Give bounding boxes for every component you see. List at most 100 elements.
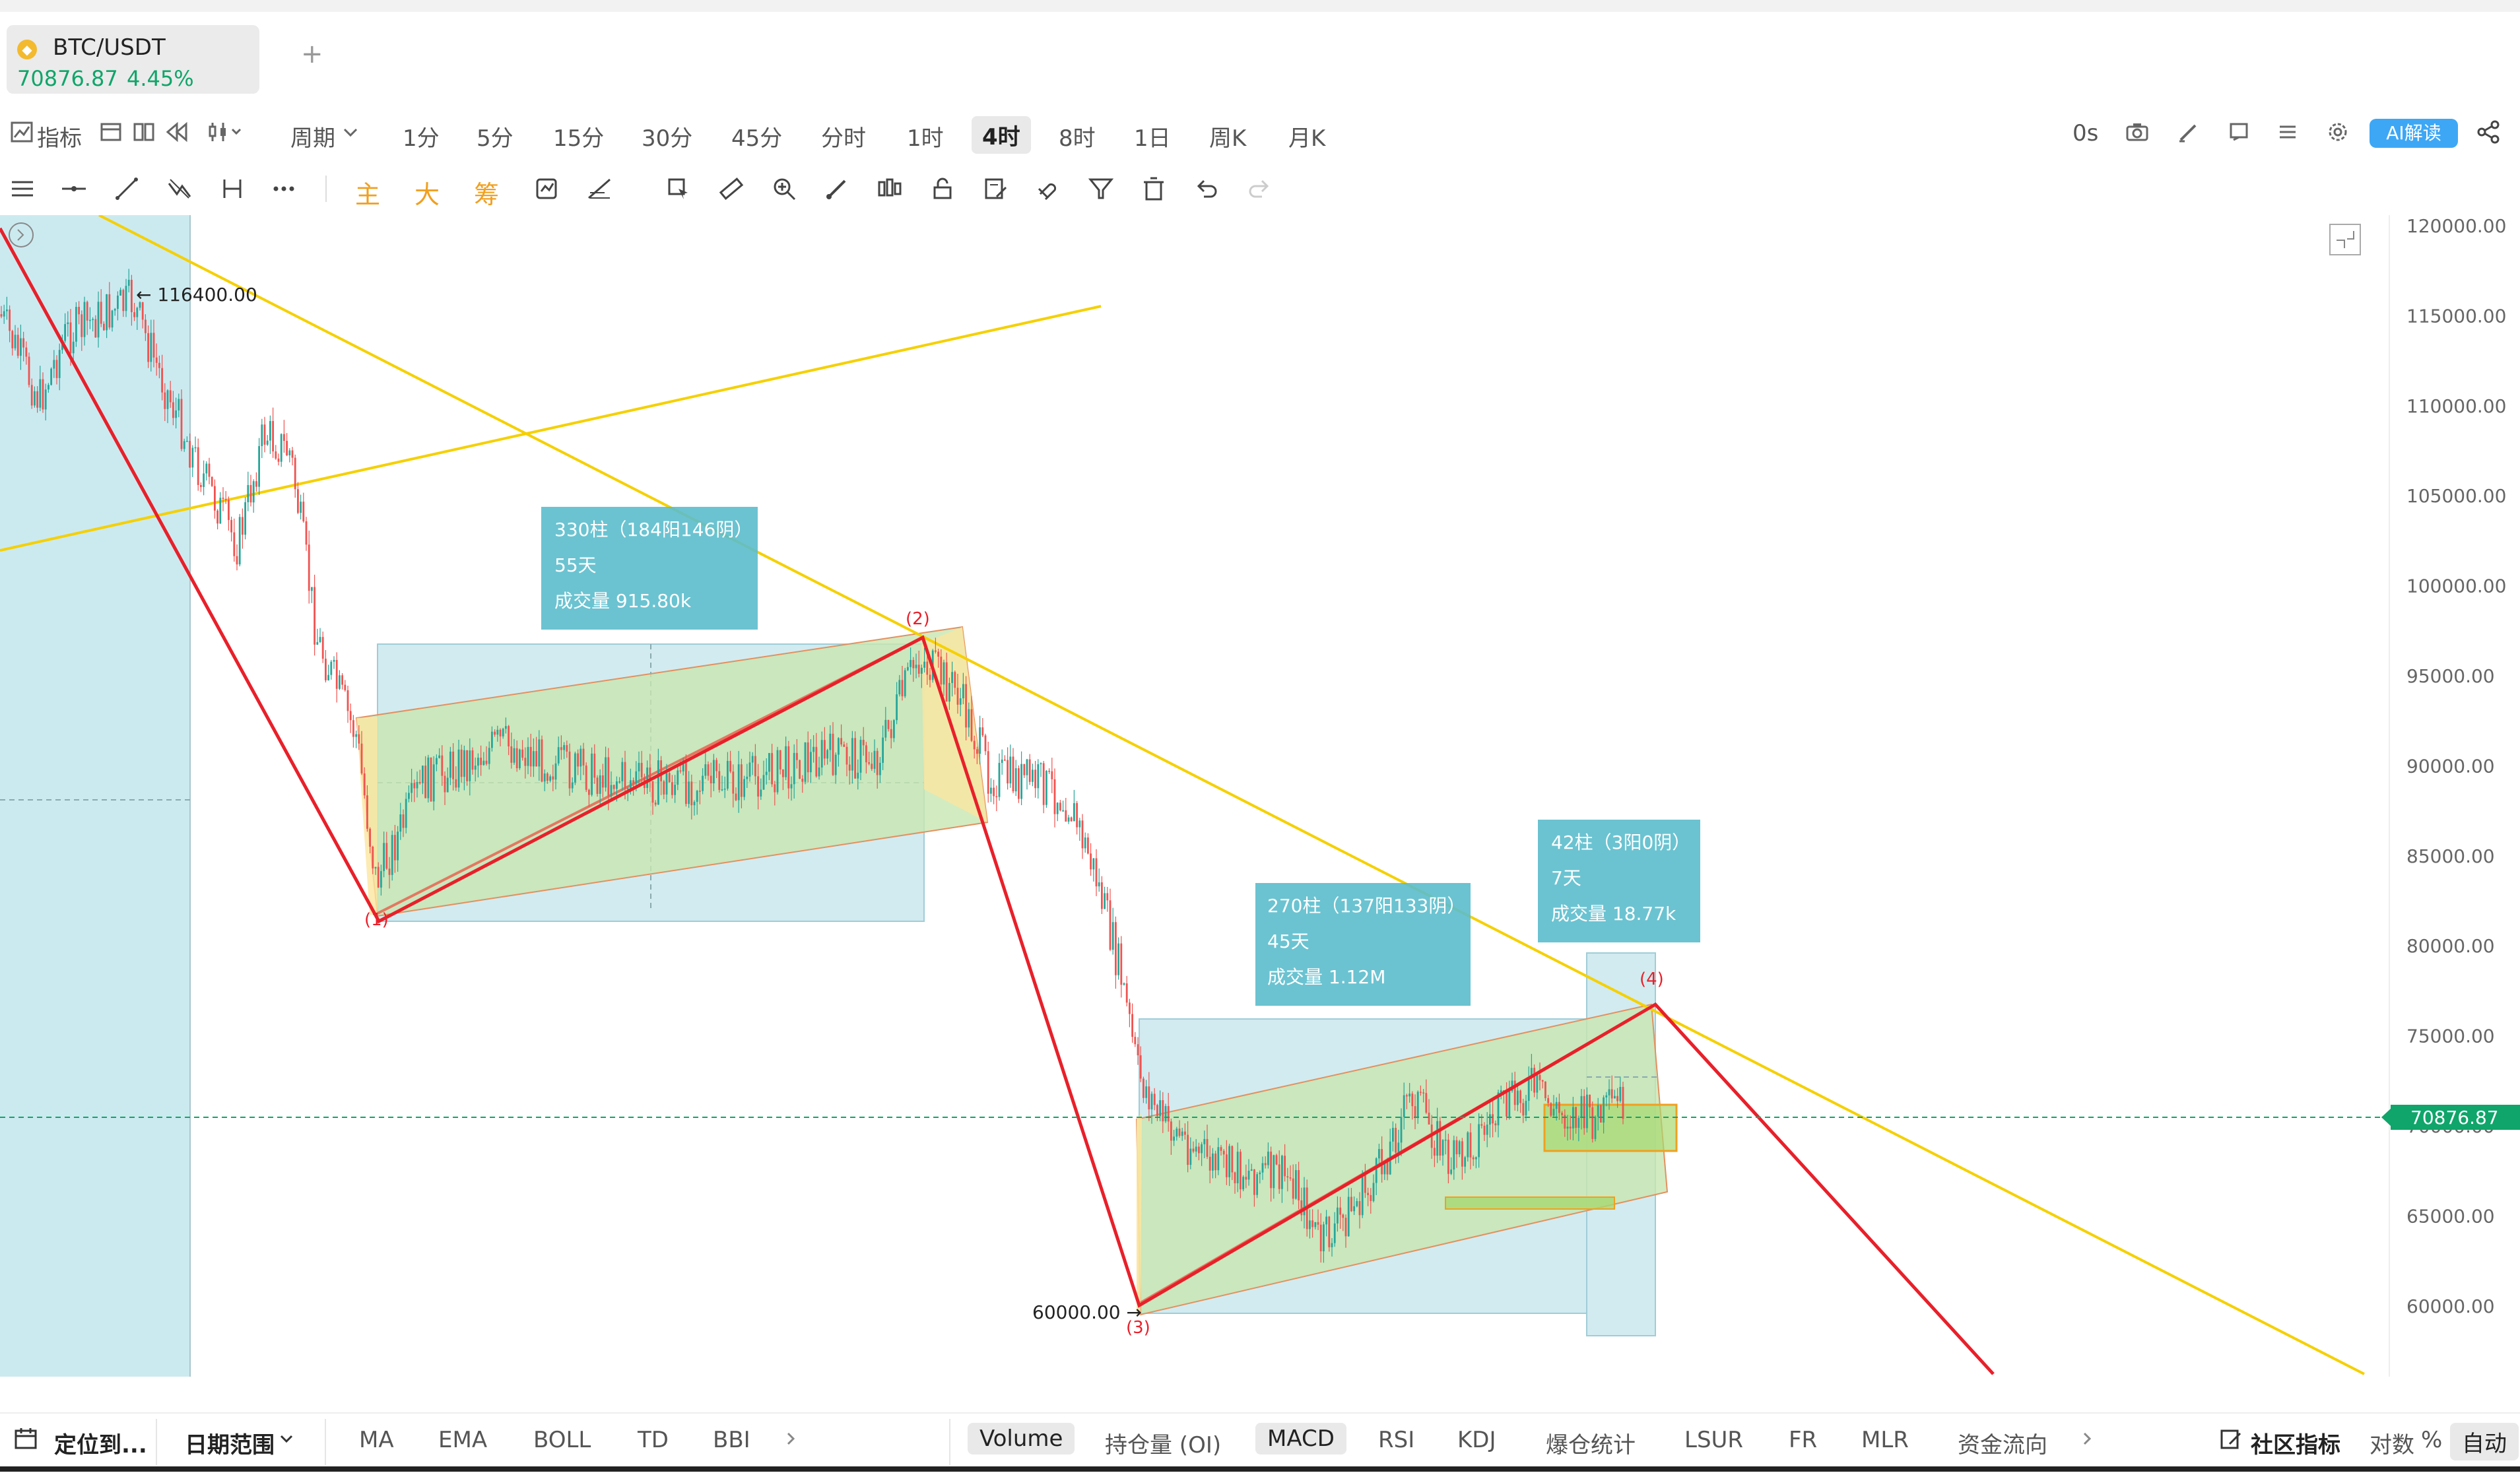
candle-body <box>577 753 579 767</box>
chevron-right-icon[interactable] <box>781 1429 800 1448</box>
tf-30m[interactable]: 30分 <box>642 125 693 152</box>
ruler-icon[interactable] <box>717 174 746 203</box>
chart-type-candle-icon[interactable] <box>206 119 243 145</box>
menu-icon[interactable] <box>8 174 37 203</box>
calendar-locate-icon[interactable] <box>12 1424 41 1453</box>
indicator-td[interactable]: TD <box>638 1427 669 1453</box>
fullscreen-icon[interactable] <box>2329 224 2361 255</box>
indicator-lsur[interactable]: LSUR <box>1684 1427 1744 1453</box>
symbol-tab[interactable] <box>7 25 259 94</box>
annotation-box-3[interactable]: 42柱（3阳0阴） 7天 成交量 18.77k <box>1538 820 1700 942</box>
settings-gear-icon[interactable] <box>2325 119 2351 145</box>
indicator-ema[interactable]: EMA <box>438 1427 488 1453</box>
filter-icon[interactable] <box>1086 174 1115 203</box>
layout-icon[interactable] <box>131 119 157 145</box>
candle-body <box>469 750 471 781</box>
indicator-fr[interactable]: FR <box>1789 1427 1818 1453</box>
tf-1m[interactable]: 1分 <box>403 125 440 152</box>
down-trendline[interactable] <box>98 215 2365 1375</box>
pencil-icon[interactable] <box>2175 119 2202 145</box>
candle-body <box>887 719 890 729</box>
range-measure-icon[interactable] <box>218 174 247 203</box>
candle-body <box>768 753 770 772</box>
candles-icon[interactable] <box>875 174 904 203</box>
indicator-mlr[interactable]: MLR <box>1861 1427 1909 1453</box>
indicator-volume[interactable]: Volume <box>968 1423 1075 1455</box>
indicator-button[interactable]: 指标 <box>37 125 82 152</box>
tf-timeshare[interactable]: 分时 <box>821 125 866 152</box>
alert-icon[interactable] <box>2226 119 2252 145</box>
up-trendline[interactable] <box>0 305 1102 552</box>
elliott-wave-line[interactable] <box>0 227 1995 1375</box>
brush-icon[interactable] <box>822 174 851 203</box>
indicator-kdj[interactable]: KDJ <box>1457 1427 1496 1453</box>
support-zone-box[interactable] <box>1445 1196 1615 1210</box>
candle-body <box>1464 1157 1466 1167</box>
tf-1h[interactable]: 1时 <box>907 125 944 152</box>
percent-scale-toggle[interactable]: % <box>2421 1427 2443 1453</box>
indicator-macd[interactable]: MACD <box>1255 1423 1346 1455</box>
tf-5m[interactable]: 5分 <box>477 125 514 152</box>
locate-button[interactable]: 定位到... <box>54 1432 147 1458</box>
community-indicator-button[interactable]: 社区指标 <box>2251 1432 2340 1458</box>
redo-icon[interactable] <box>1245 174 1274 203</box>
indicator-rsi[interactable]: RSI <box>1378 1427 1415 1453</box>
candle-body <box>1245 1177 1247 1180</box>
tf-1d[interactable]: 1日 <box>1134 125 1171 152</box>
list-icon[interactable] <box>2274 119 2301 145</box>
candle-body <box>677 770 679 785</box>
collapse-circle-icon[interactable] <box>9 222 34 247</box>
tf-15m[interactable]: 15分 <box>553 125 605 152</box>
sync-icon[interactable] <box>532 174 561 203</box>
big-order-button[interactable]: 大 <box>414 180 440 209</box>
log-scale-toggle[interactable]: 对数 <box>2370 1432 2414 1458</box>
undo-icon[interactable] <box>1192 174 1221 203</box>
tf-45m[interactable]: 45分 <box>731 125 783 152</box>
community-edit-icon[interactable] <box>2218 1425 2244 1452</box>
price-chart[interactable]: (1) (2) (3) (4) ← 116400.00 60000.00 → 3… <box>0 215 2520 1377</box>
select-cursor-icon[interactable] <box>664 174 693 203</box>
indicator-ma[interactable]: MA <box>359 1427 394 1453</box>
trash-icon[interactable] <box>1139 174 1168 203</box>
tf-1mo[interactable]: 月K <box>1288 125 1326 152</box>
indicator-chart-icon[interactable] <box>9 119 36 145</box>
candle-body <box>574 753 576 783</box>
candle-body <box>1020 764 1022 799</box>
fib-tool-icon[interactable] <box>585 174 614 203</box>
magnet-icon[interactable] <box>1034 174 1063 203</box>
candle-body <box>727 760 729 789</box>
period-button[interactable]: 周期 <box>290 125 335 152</box>
tf-4h[interactable]: 4时 <box>972 116 1031 154</box>
add-tab-button[interactable]: + <box>301 39 323 69</box>
annotation-box-2[interactable]: 270柱（137阳133阴） 45天 成交量 1.12M <box>1255 883 1471 1006</box>
template-icon[interactable] <box>98 119 124 145</box>
indicator-bbi[interactable]: BBI <box>713 1427 750 1453</box>
indicator-boll[interactable]: BOLL <box>533 1427 591 1453</box>
indicator-liquidation[interactable]: 爆仓统计 <box>1546 1432 1636 1458</box>
annotation-box-1[interactable]: 330柱（184阳146阴） 55天 成交量 915.80k <box>541 507 758 630</box>
indicator-capital-flow[interactable]: 资金流向 <box>1958 1432 2047 1458</box>
camera-icon[interactable] <box>2124 119 2150 145</box>
tf-1w[interactable]: 周K <box>1209 125 1247 152</box>
date-range-button[interactable]: 日期范围 <box>185 1432 275 1458</box>
replay-icon[interactable] <box>164 119 190 145</box>
indicator-open-interest[interactable]: 持仓量 (OI) <box>1105 1432 1222 1458</box>
trend-line-icon[interactable] <box>112 174 141 203</box>
ai-interpret-button[interactable]: AI解读 <box>2370 119 2458 148</box>
main-force-button[interactable]: 主 <box>355 180 381 209</box>
chevron-right-icon[interactable] <box>2078 1429 2096 1448</box>
candle-body <box>832 733 834 775</box>
share-icon[interactable] <box>2475 119 2502 145</box>
chevron-down-icon[interactable] <box>277 1429 296 1448</box>
lock-icon[interactable] <box>928 174 957 203</box>
order-zone-box[interactable] <box>1543 1103 1678 1152</box>
chevron-down-icon[interactable] <box>341 119 360 145</box>
chip-button[interactable]: 筹 <box>474 180 500 209</box>
horizontal-line-icon[interactable] <box>59 174 88 203</box>
zoom-in-icon[interactable] <box>770 174 799 203</box>
more-icon[interactable] <box>269 174 298 203</box>
auto-scale-toggle[interactable]: 自动 <box>2450 1423 2519 1460</box>
edit-note-icon[interactable] <box>981 174 1010 203</box>
multi-line-icon[interactable] <box>165 174 194 203</box>
tf-8h[interactable]: 8时 <box>1059 125 1096 152</box>
